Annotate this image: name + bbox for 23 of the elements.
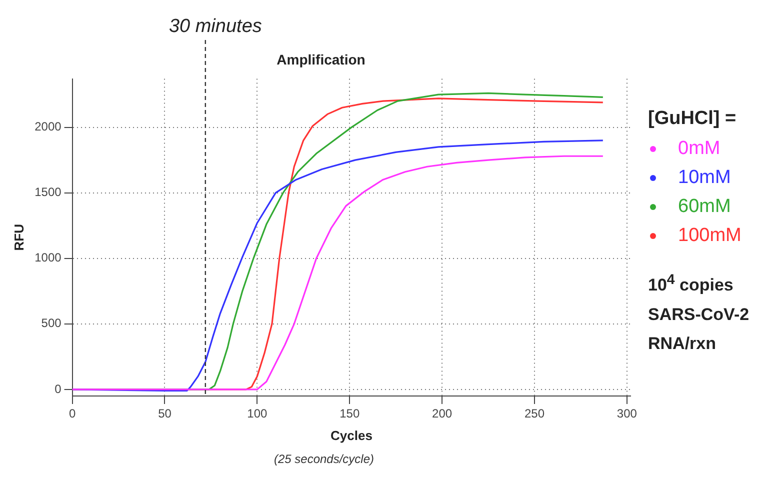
y-tick-label: 0 [54,382,62,396]
y-tick-label: 1000 [34,250,62,265]
y-tick-label: 500 [41,316,62,330]
chart-title: Amplification [276,51,366,68]
x-tick-label: 50 [158,406,172,421]
x-tick-label: 250 [524,406,545,421]
legend-label: 100mM [678,224,742,246]
y-tick-label: 1500 [34,185,62,200]
y-axis-title: RFU [11,224,26,251]
x-tick-label: 0 [68,406,76,421]
text: 10$^{4}$ copies SARS-CoV-2 RNA/rxn [648,271,750,355]
x-tick-label: 150 [340,406,360,421]
x-tick-label: 200 [432,406,452,421]
x-axis-title: Cycles [330,428,372,443]
legend-label: 10mM [678,166,731,188]
legend-title: [GuHCl] = [648,108,738,130]
text: (25 seconds/cycle) [272,452,376,466]
legend-label: 0mM [678,138,720,160]
x-tick-label: 100 [247,406,268,421]
y-tick-label: 2000 [34,120,62,134]
ref-line-label: 30 minutes [168,16,262,37]
legend-label: 60mM [678,196,731,218]
x-tick-label: 300 [616,406,638,421]
